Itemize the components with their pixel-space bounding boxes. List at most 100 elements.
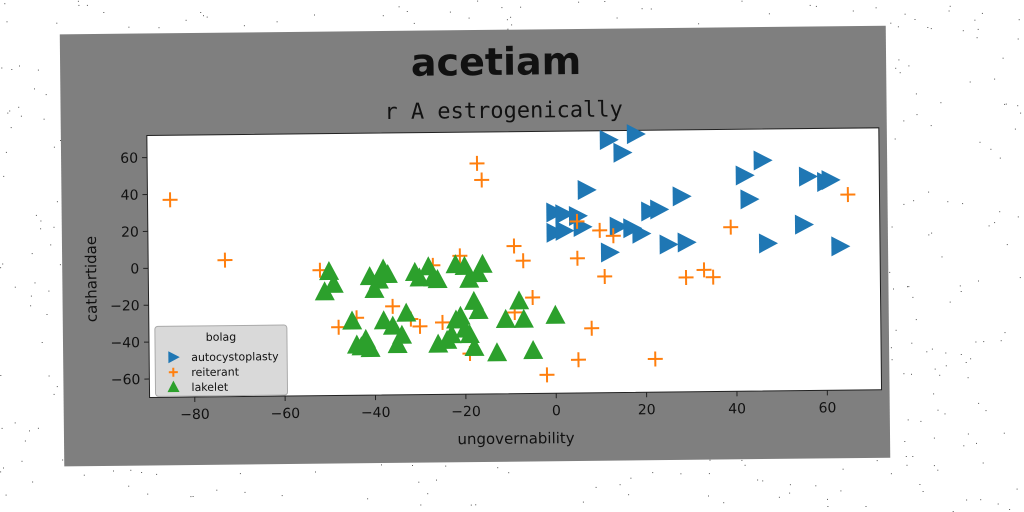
legend-label: autocystoplasty bbox=[191, 350, 279, 364]
noise-dot bbox=[14, 422, 16, 424]
data-point bbox=[696, 262, 712, 278]
noise-dot bbox=[477, 0, 479, 2]
noise-dot bbox=[915, 93, 917, 95]
noise-dot bbox=[11, 69, 13, 70]
noise-dot bbox=[903, 203, 905, 205]
plot-area bbox=[146, 127, 883, 398]
noise-dot bbox=[915, 319, 917, 321]
legend-title: bolag bbox=[206, 331, 237, 344]
noise-dot bbox=[43, 118, 45, 120]
data-point bbox=[523, 340, 544, 360]
data-point bbox=[506, 238, 522, 254]
noise-dot bbox=[999, 157, 1001, 159]
noise-dot bbox=[933, 393, 935, 395]
data-point bbox=[632, 223, 652, 244]
noise-dot bbox=[449, 11, 451, 13]
noise-dot bbox=[999, 211, 1001, 213]
noise-dot bbox=[468, 17, 470, 19]
series-lakelet bbox=[314, 253, 566, 362]
noise-dot bbox=[741, 0, 743, 2]
data-point bbox=[545, 304, 566, 324]
noise-dot bbox=[809, 4, 811, 6]
noise-dot bbox=[723, 502, 725, 504]
data-point bbox=[162, 192, 178, 208]
noise-dot bbox=[907, 419, 909, 421]
data-point bbox=[677, 232, 697, 253]
data-point bbox=[385, 298, 401, 314]
noise-dot bbox=[427, 493, 429, 495]
noise-dot bbox=[827, 498, 828, 500]
data-point bbox=[650, 199, 670, 220]
noise-dot bbox=[994, 222, 996, 224]
noise-dot bbox=[939, 374, 941, 376]
noise-dot bbox=[945, 352, 947, 354]
data-point bbox=[525, 289, 541, 306]
noise-dot bbox=[616, 17, 618, 19]
data-point bbox=[472, 253, 493, 273]
noise-dot bbox=[1019, 277, 1021, 279]
noise-dot bbox=[990, 148, 992, 150]
noise-dot bbox=[959, 285, 961, 287]
noise-dot bbox=[911, 373, 912, 375]
noise-dot bbox=[53, 226, 55, 228]
data-point bbox=[441, 324, 462, 344]
noise-dot bbox=[185, 19, 187, 21]
noise-dot bbox=[962, 203, 964, 205]
data-point bbox=[600, 242, 620, 263]
noise-dot bbox=[903, 373, 905, 375]
noise-dot bbox=[895, 67, 897, 69]
noise-dot bbox=[32, 481, 34, 483]
noise-dot bbox=[928, 191, 930, 193]
noise-dot bbox=[979, 141, 981, 143]
noise-dot bbox=[619, 484, 621, 486]
noise-dot bbox=[200, 12, 202, 13]
chart-subtitle: r A estrogenically bbox=[384, 97, 623, 124]
noise-dot bbox=[5, 494, 7, 496]
noise-dot bbox=[911, 342, 913, 344]
x-tick-label: 20 bbox=[638, 402, 656, 418]
noise-dot bbox=[899, 72, 901, 74]
data-marks bbox=[162, 124, 856, 383]
noise-dot bbox=[744, 464, 746, 466]
data-point bbox=[359, 266, 380, 286]
noise-dot bbox=[0, 471, 2, 473]
noise-dot bbox=[86, 4, 88, 6]
noise-dot bbox=[9, 110, 11, 112]
noise-dot bbox=[40, 220, 42, 222]
noise-dot bbox=[1014, 128, 1016, 130]
noise-dot bbox=[926, 351, 928, 353]
noise-dot bbox=[314, 14, 315, 16]
noise-dot bbox=[276, 21, 278, 23]
data-point bbox=[474, 172, 490, 188]
noise-dot bbox=[815, 485, 817, 487]
noise-dot bbox=[2, 263, 4, 265]
data-point bbox=[672, 186, 692, 207]
noise-dot bbox=[40, 228, 42, 230]
noise-dot bbox=[960, 354, 962, 355]
noise-dot bbox=[969, 81, 971, 83]
noise-dot bbox=[78, 4, 80, 6]
noise-dot bbox=[978, 280, 979, 282]
data-point bbox=[592, 222, 608, 238]
noise-dot bbox=[890, 22, 892, 24]
legend-label: reiterant bbox=[191, 366, 240, 380]
data-point bbox=[840, 187, 856, 203]
noise-dot bbox=[895, 329, 897, 331]
noise-dot bbox=[963, 445, 965, 447]
noise-dot bbox=[5, 151, 7, 153]
noise-dot bbox=[412, 465, 413, 466]
noise-dot bbox=[56, 201, 58, 203]
x-tick-label: −40 bbox=[361, 405, 391, 421]
noise-dot bbox=[60, 140, 61, 141]
noise-dot bbox=[1009, 509, 1011, 510]
x-axis-label: ungovernability bbox=[457, 429, 575, 448]
x-tick-label: −80 bbox=[180, 407, 210, 423]
noise-dot bbox=[3, 467, 4, 469]
noise-dot bbox=[1003, 432, 1005, 434]
noise-dot bbox=[1020, 112, 1022, 114]
data-point bbox=[678, 269, 694, 285]
data-point bbox=[539, 367, 555, 383]
noise-dot bbox=[937, 409, 939, 411]
noise-dot bbox=[974, 19, 976, 21]
noise-dot bbox=[967, 433, 969, 435]
